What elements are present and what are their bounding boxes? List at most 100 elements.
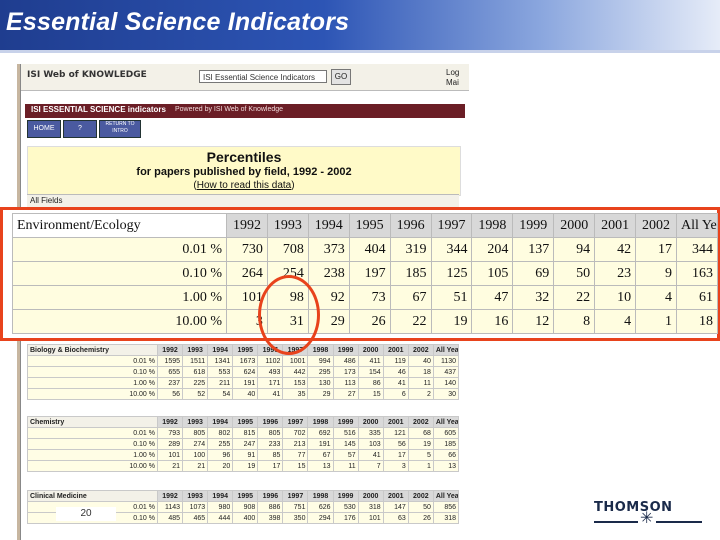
table-cell: 11 (407, 377, 434, 389)
table-row: 10.00 % 56 52 54 40 41 35 29 27 15 6 2 30 (27, 388, 460, 400)
year-header: 1992 (226, 213, 268, 238)
year-header: 2000 (553, 213, 596, 238)
year-header: 1998 (307, 416, 334, 428)
table-cell: 101 (156, 449, 184, 461)
table-cell: 4 (635, 285, 677, 310)
table-cell: 105 (471, 261, 514, 286)
return-intro-button[interactable]: RETURN TO INTRO (99, 120, 141, 138)
table-cell: 140 (432, 377, 460, 389)
percentile-label: 1.00 % (12, 285, 227, 310)
percentile-label: 0.10 % (27, 366, 158, 378)
table-cell: 1673 (232, 355, 259, 367)
year-header: 1999 (332, 344, 359, 356)
table-cell: 13 (432, 460, 460, 472)
table-cell: 163 (675, 261, 719, 286)
table-cell: 121 (382, 427, 409, 439)
table-cell: 176 (332, 512, 359, 524)
table-cell: 27 (332, 388, 359, 400)
percentile-label: 0.10 % (12, 261, 227, 286)
table-row: 0.10 % 264 254 238 197 185 125 105 69 50 23 9 163 (12, 261, 719, 286)
year-header: 1994 (207, 490, 234, 502)
table-cell: 56 (156, 388, 184, 400)
table-cell: 1511 (182, 355, 209, 367)
table-row: 0.01 % 730 708 373 404 319 344 204 137 94 42 17 344 (12, 237, 719, 262)
year-header: 1993 (266, 213, 309, 238)
table-cell: 294 (307, 512, 334, 524)
table-cell: 130 (307, 377, 334, 389)
table-cell: 66 (432, 449, 460, 461)
table-cell: 318 (357, 501, 384, 513)
table-cell: 3 (382, 460, 409, 472)
main-link[interactable]: Mai (446, 78, 459, 87)
table-cell: 605 (432, 427, 460, 439)
table-cell: 69 (512, 261, 555, 286)
table-cell: 211 (207, 377, 234, 389)
year-header: All Years (432, 416, 460, 428)
table-cell: 15 (357, 388, 384, 400)
table-cell: 908 (232, 501, 259, 513)
table-cell: 100 (182, 449, 209, 461)
table-cell: 154 (357, 366, 384, 378)
how-to-read-link[interactable]: How to read this data (196, 180, 292, 191)
table-cell: 77 (282, 449, 309, 461)
all-fields-row: All Fields (27, 194, 459, 207)
table-cell: 46 (382, 366, 409, 378)
help-button[interactable]: ? (63, 120, 97, 138)
slide-page-number: 20 (56, 507, 116, 521)
table-cell: 1001 (282, 355, 309, 367)
table-cell: 856 (432, 501, 460, 513)
table-row: 0.01 % 793 805 802 815 805 702 692 516 335 121 68 60… (27, 427, 460, 439)
home-button[interactable]: HOME (27, 120, 61, 138)
table-cell: 493 (257, 366, 284, 378)
year-header: All Years (432, 490, 460, 502)
table-header-row: Environment/Ecology 1992 1993 1994 1995 … (12, 213, 719, 238)
field-name: Environment/Ecology (12, 213, 227, 238)
esi-title: ISI ESSENTIAL SCIENCE indicators (31, 105, 166, 114)
year-header: 1998 (307, 344, 334, 356)
table-cell: 173 (332, 366, 359, 378)
year-header: 1997 (430, 213, 473, 238)
year-header: 2002 (407, 490, 434, 502)
table-cell: 465 (182, 512, 209, 524)
table-cell: 17 (382, 449, 409, 461)
table-cell: 237 (156, 377, 184, 389)
table-cell: 319 (389, 237, 432, 262)
table-cell: 886 (257, 501, 284, 513)
table-cell: 21 (156, 460, 184, 472)
year-header: 1997 (282, 416, 309, 428)
environment-ecology-table: Environment/Ecology 1992 1993 1994 1995 … (12, 213, 719, 334)
esi-header-bar: ISI ESSENTIAL SCIENCE indicators Powered… (25, 104, 465, 118)
table-cell: 67 (307, 449, 334, 461)
database-select[interactable]: ISI Essential Science Indicators (199, 70, 327, 83)
log-link[interactable]: Log (446, 68, 460, 77)
year-header: 1992 (156, 416, 184, 428)
table-cell: 274 (182, 438, 209, 450)
top-right-links: Log Mai (446, 68, 459, 88)
year-header: 1992 (156, 344, 184, 356)
year-header: 2000 (357, 490, 384, 502)
table-cell: 10 (594, 285, 637, 310)
table-cell: 626 (307, 501, 334, 513)
table-row: 0.01 % 1595 1511 1341 1673 1102 1001 994 486 411 1… (27, 355, 460, 367)
slide-banner: Essential Science Indicators (0, 0, 720, 50)
table-cell: 67 (389, 285, 432, 310)
percentiles-subtitle: for papers published by field, 1992 - 20… (136, 166, 352, 178)
year-header: 1995 (348, 213, 391, 238)
go-button[interactable]: GO (331, 69, 351, 85)
table-cell: 1102 (257, 355, 284, 367)
table-cell: 264 (226, 261, 268, 286)
table-row: 1.00 % 237 225 211 191 171 153 130 113 86 41 11 140 (27, 377, 460, 389)
year-header: 2002 (635, 213, 677, 238)
table-cell: 57 (332, 449, 359, 461)
year-header: 2002 (407, 344, 434, 356)
table-cell: 137 (512, 237, 555, 262)
table-cell: 411 (357, 355, 384, 367)
table-cell: 42 (594, 237, 637, 262)
year-header: 2000 (357, 416, 384, 428)
table-cell: 444 (207, 512, 234, 524)
table-cell: 17 (257, 460, 284, 472)
slide-title: Essential Science Indicators (6, 8, 350, 36)
year-header: 1993 (182, 416, 209, 428)
table-cell: 730 (226, 237, 268, 262)
table-cell: 35 (282, 388, 309, 400)
